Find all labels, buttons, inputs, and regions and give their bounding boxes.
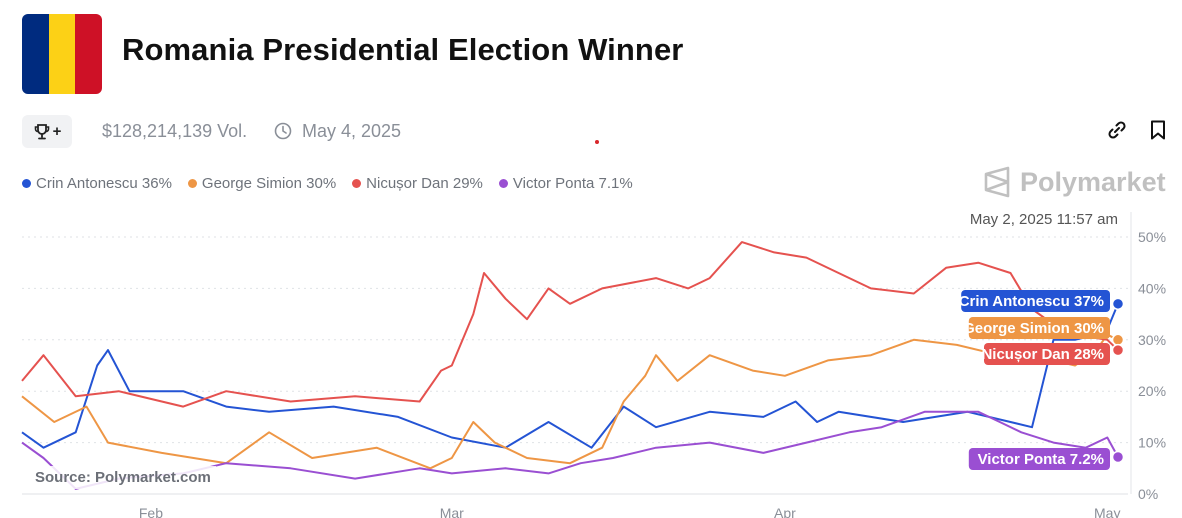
legend-item-dan[interactable]: Nicușor Dan 29% (352, 175, 483, 192)
series-end-label: Crin Antonescu 37% (959, 293, 1104, 310)
trophy-icon (34, 123, 49, 139)
link-icon[interactable] (1106, 119, 1128, 141)
legend-dot (352, 179, 362, 188)
y-tick-label: 20% (1138, 383, 1166, 399)
x-tick-label: Feb (139, 505, 163, 518)
legend-item-ponta[interactable]: Victor Ponta 7.1% (498, 175, 633, 192)
y-tick-label: 30% (1138, 332, 1166, 348)
legend-item-antonescu[interactable]: Crin Antonescu 36% (22, 175, 172, 192)
series-end-point (1111, 297, 1125, 311)
series-line (21, 241, 1119, 408)
hover-timestamp: May 2, 2025 11:57 am (969, 211, 1118, 228)
series-end-point (1111, 343, 1125, 357)
x-tick-label: May (1094, 505, 1120, 518)
series-end-label-bg (961, 290, 1110, 312)
end-date-text: May 4, 2025 (302, 121, 402, 141)
polymarket-logo-icon (984, 166, 1010, 198)
trophy-add-button[interactable]: + (22, 115, 72, 148)
bookmark-icon[interactable] (1148, 119, 1168, 141)
series-end-label-bg (968, 317, 1110, 339)
series-end-label: Nicușor Dan 28% (981, 346, 1104, 363)
series-end-point (1111, 333, 1125, 347)
y-tick-label: 0% (1138, 486, 1158, 502)
legend-label: Victor Ponta 7.1% (512, 175, 633, 192)
series-end-point (1111, 450, 1125, 464)
series-end-label: Victor Ponta 7.2% (978, 451, 1104, 468)
indicator-dot (595, 140, 599, 144)
y-tick-label: 50% (1138, 229, 1166, 245)
series-end-label: George Simion 30% (963, 320, 1104, 337)
y-tick-label: 40% (1138, 280, 1166, 296)
brand-text: Polymarket (1020, 166, 1166, 197)
chart-legend: Crin Antonescu 36% George Simion 30% Nic… (22, 175, 633, 192)
x-tick-label: Mar (440, 505, 464, 518)
market-title: Romania Presidential Election Winner (122, 32, 684, 67)
flag-stripe-blue (22, 14, 49, 94)
flag-stripe-red (75, 14, 102, 94)
source-label: Source: Polymarket.com (30, 466, 216, 489)
series-line (21, 333, 1119, 470)
legend-label: Crin Antonescu 36% (36, 175, 172, 192)
legend-dot (22, 179, 31, 188)
series-line (21, 303, 1119, 449)
legend-dot (498, 179, 508, 188)
legend-item-simion[interactable]: George Simion 30% (187, 175, 337, 192)
y-tick-label: 10% (1138, 435, 1166, 451)
polymarket-watermark: Polymarket (982, 166, 1166, 198)
plus-icon: + (52, 123, 62, 140)
legend-label: George Simion 30% (201, 175, 337, 192)
series-end-label-bg (984, 343, 1110, 365)
x-tick-label: Apr (774, 505, 796, 518)
flag-stripe-yellow (48, 14, 76, 94)
legend-dot (187, 179, 197, 188)
romania-flag (22, 14, 102, 94)
clock-icon (274, 122, 292, 140)
legend-label: Nicușor Dan 29% (366, 175, 483, 192)
volume-text: $128,214,139 Vol. (102, 121, 248, 141)
series-end-label-bg (968, 448, 1110, 470)
